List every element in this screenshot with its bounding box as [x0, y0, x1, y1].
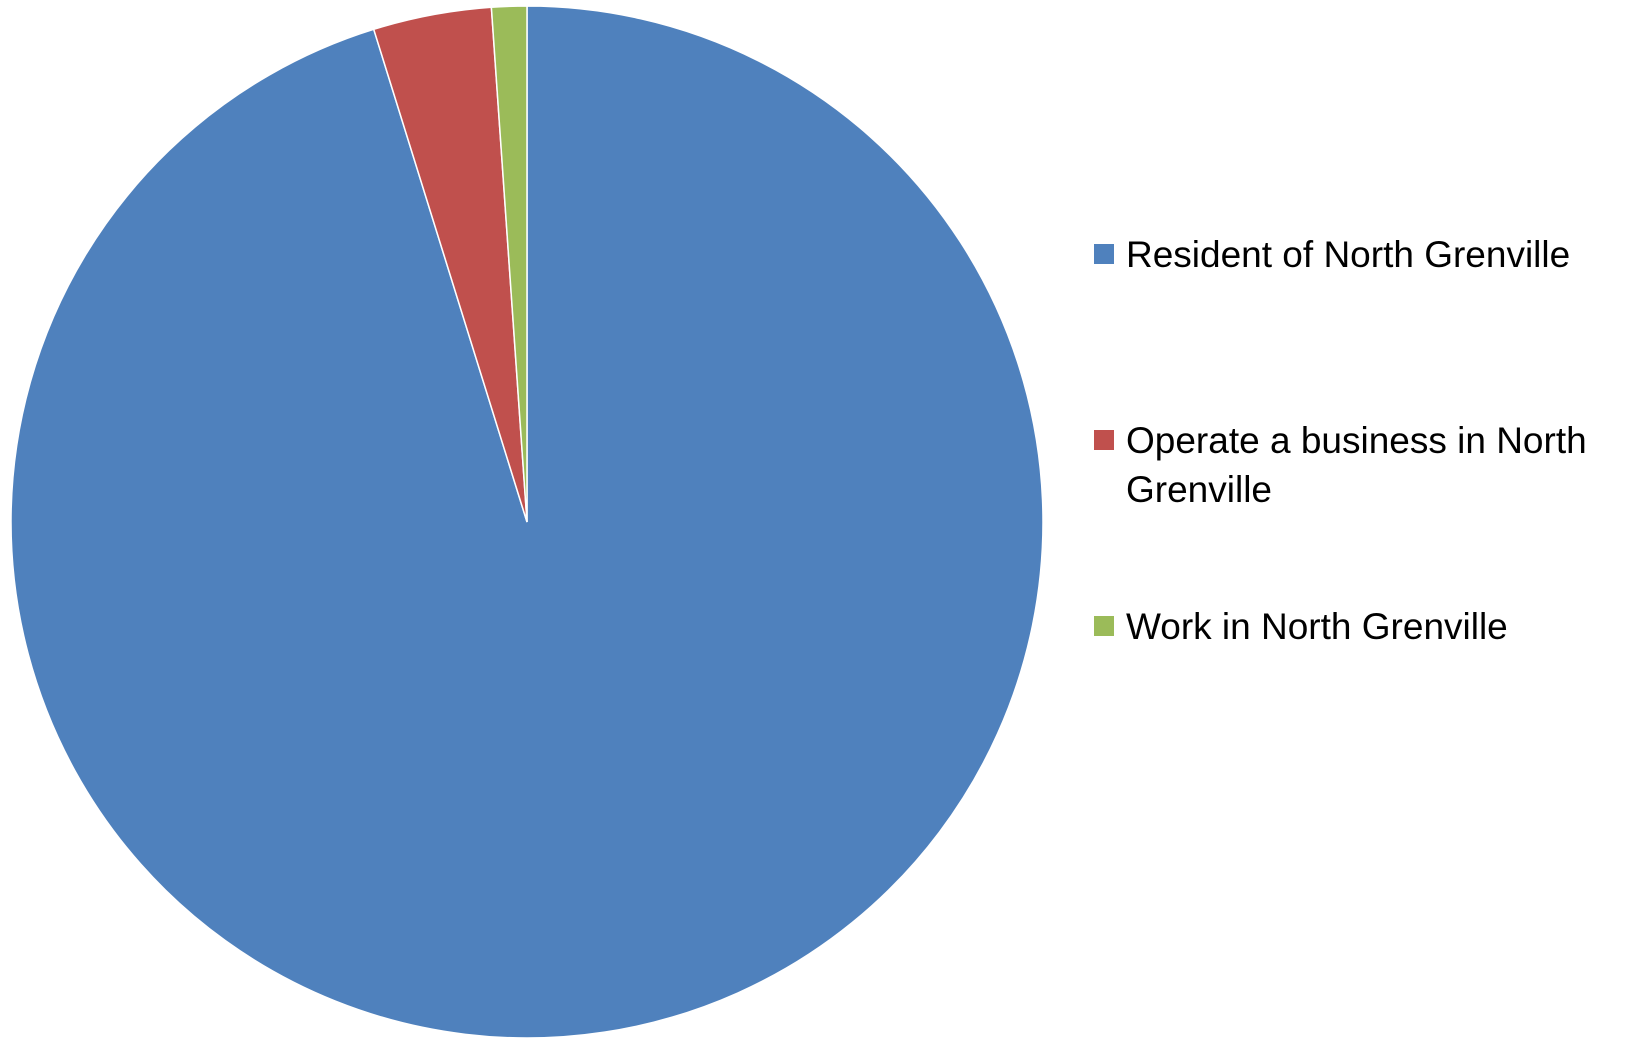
- legend-item-resident: Resident of North Grenville: [1094, 230, 1606, 279]
- legend-label-work: Work in North Grenville: [1126, 606, 1508, 647]
- legend-swatch-business: [1094, 430, 1114, 450]
- legend-label-resident: Resident of North Grenville: [1126, 234, 1571, 275]
- pie-plot: [10, 5, 1044, 1039]
- legend-swatch-work: [1094, 616, 1114, 636]
- legend-item-business: Operate a business in North Grenville: [1094, 416, 1606, 514]
- legend-label-business: Operate a business in North Grenville: [1126, 420, 1587, 510]
- pie-slice-work: [490, 5, 528, 523]
- legend-swatch-resident: [1094, 244, 1114, 264]
- legend-item-work: Work in North Grenville: [1094, 602, 1606, 651]
